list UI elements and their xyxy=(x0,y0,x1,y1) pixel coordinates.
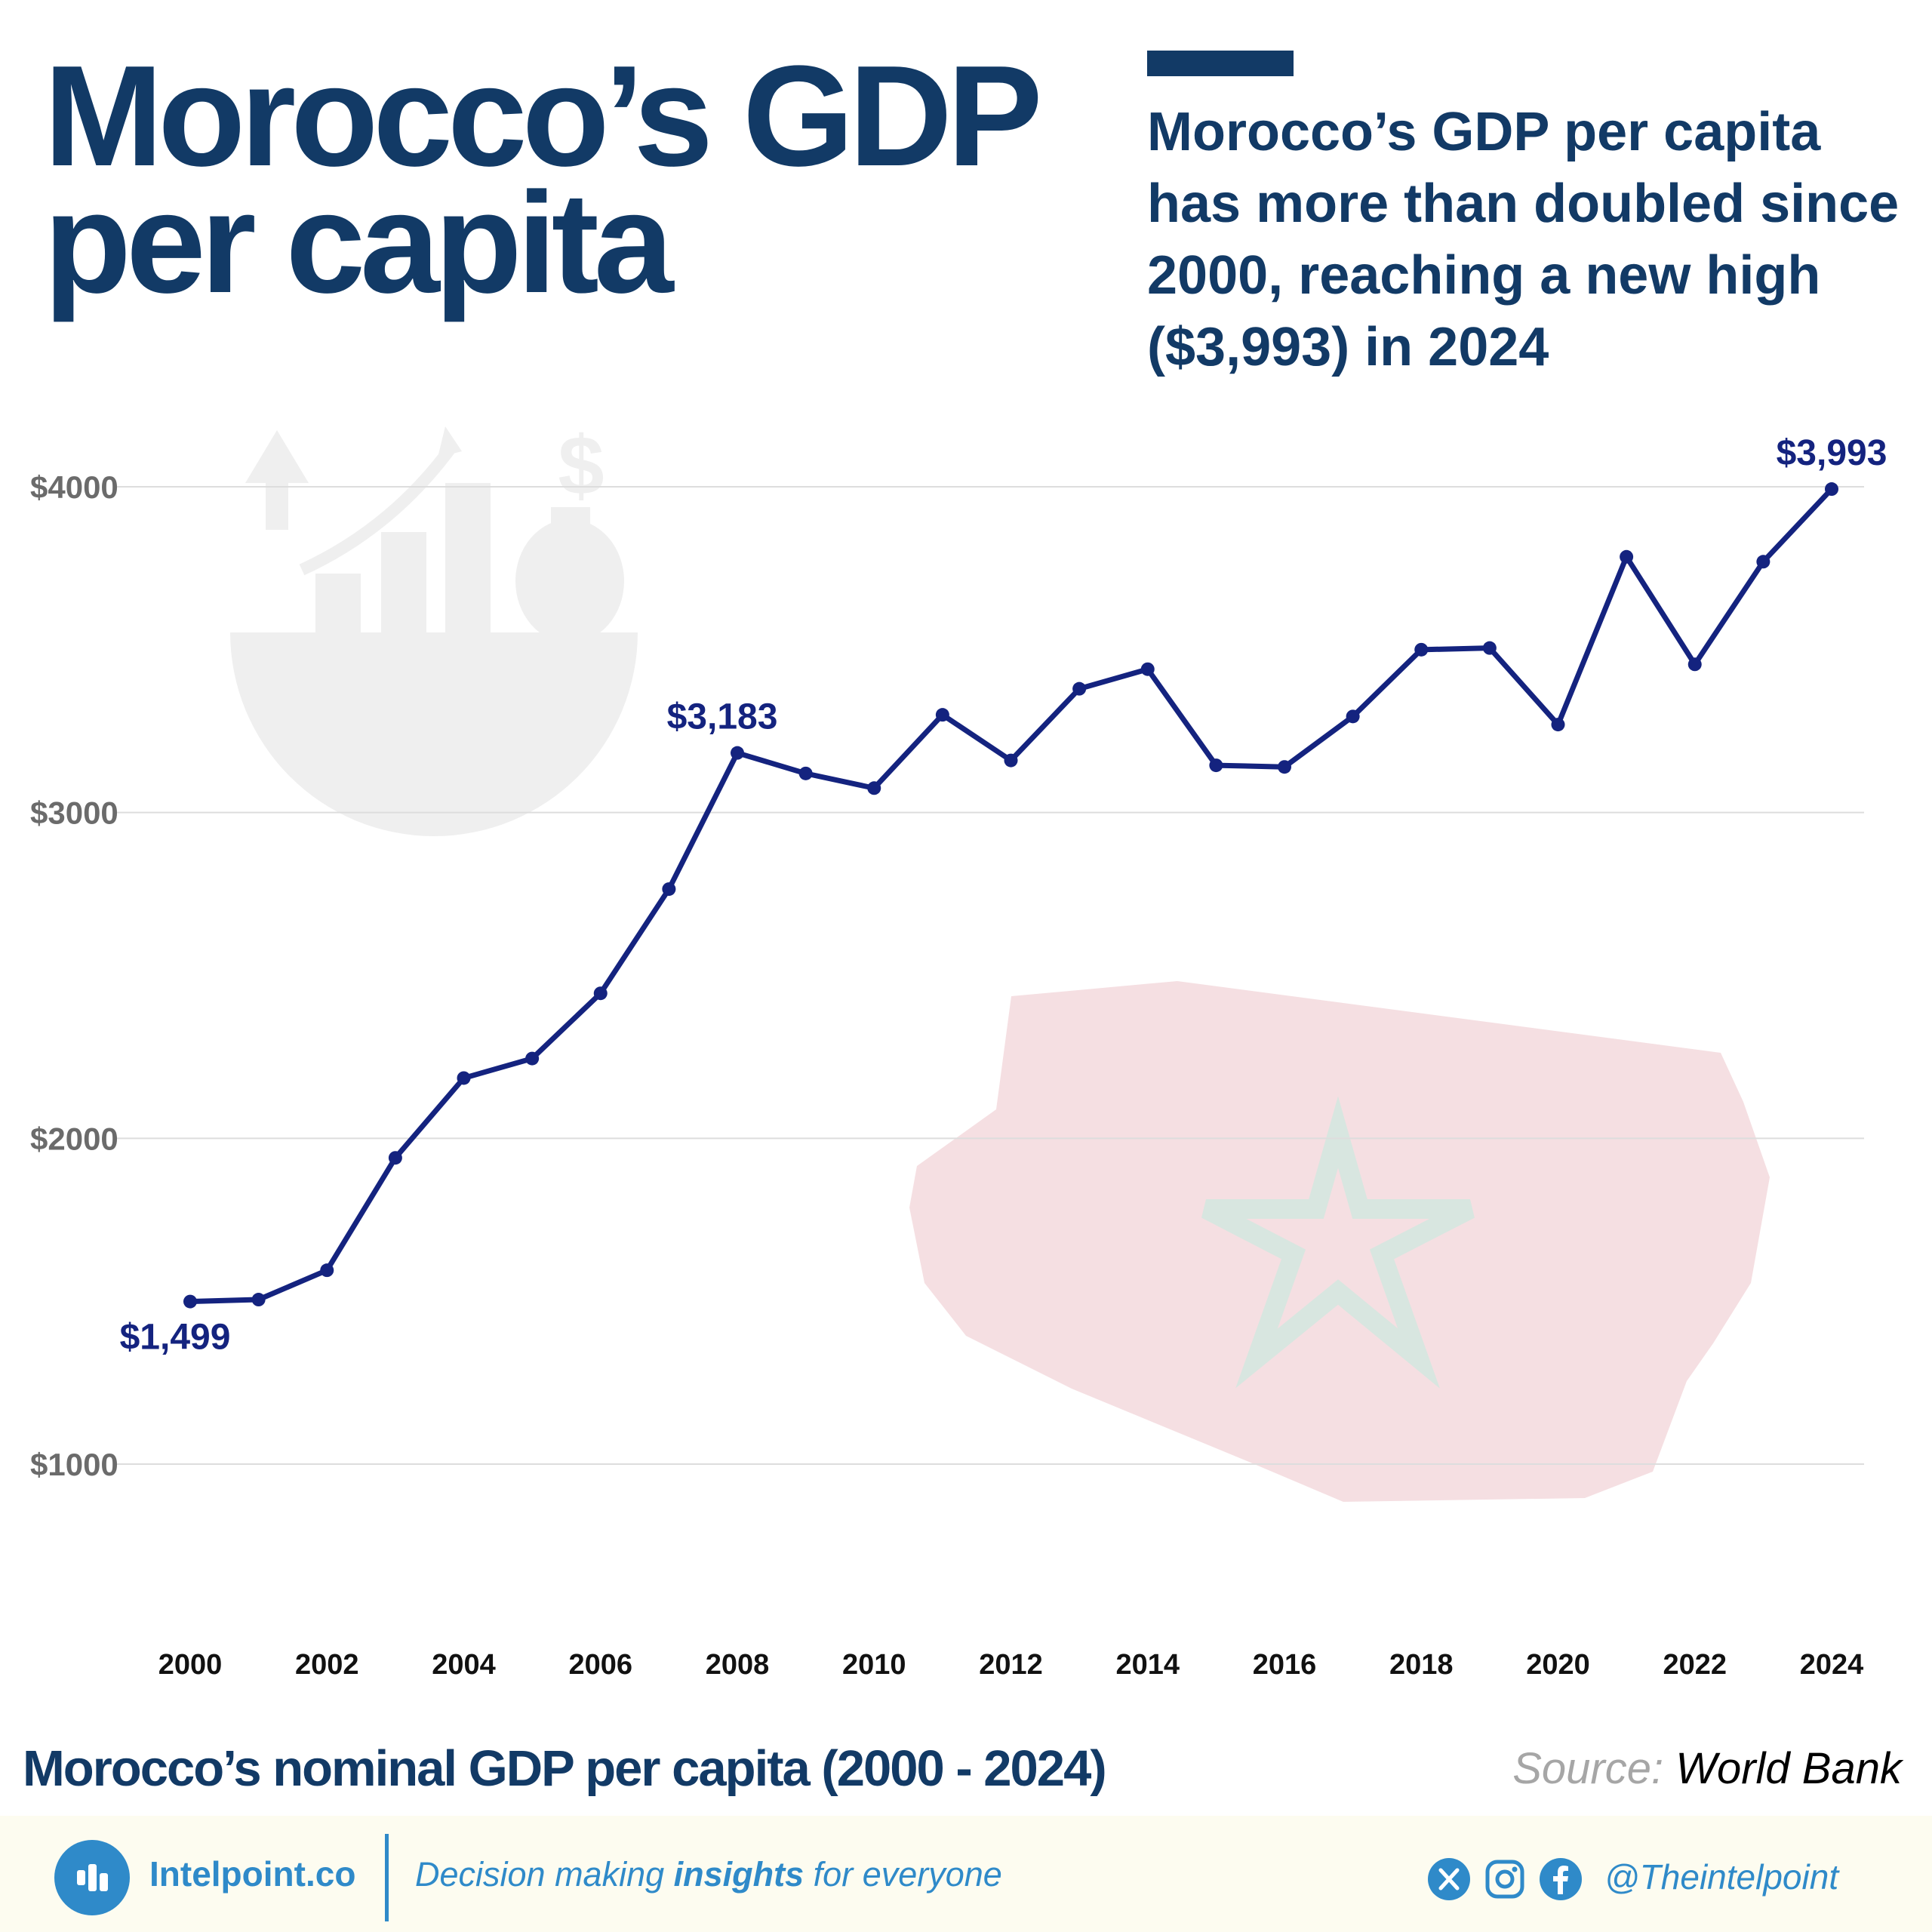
x-tick-label: 2016 xyxy=(1253,1649,1317,1681)
x-tick-label: 2014 xyxy=(1115,1649,1180,1681)
data-point xyxy=(1072,681,1087,696)
y-tick-label: $1000 xyxy=(30,1447,118,1482)
data-point xyxy=(1756,555,1770,569)
economy-globe-watermark-icon: $ xyxy=(230,420,638,836)
x-tick-label: 2012 xyxy=(979,1649,1043,1681)
y-tick-label: $3000 xyxy=(30,795,118,831)
footer: Intelpoint.co Decision making insights f… xyxy=(0,1816,1932,1932)
flag-red-brushstroke xyxy=(909,981,1770,1502)
data-point xyxy=(935,708,949,722)
data-point xyxy=(798,766,813,780)
data-point xyxy=(1140,662,1155,676)
tagline-before: Decision making xyxy=(415,1855,674,1894)
source-note: Source: World Bank xyxy=(1512,1743,1902,1794)
data-point xyxy=(251,1293,266,1307)
facebook-icon[interactable] xyxy=(1540,1858,1582,1900)
subtitle: Morocco’s GDP per capita has more than d… xyxy=(1147,102,1900,377)
svg-text:$: $ xyxy=(558,420,604,512)
morocco-flag-watermark xyxy=(909,981,1770,1502)
intelpoint-logo-icon[interactable] xyxy=(54,1840,130,1915)
x-tick-label: 2000 xyxy=(158,1649,223,1681)
instagram-icon[interactable] xyxy=(1484,1858,1526,1900)
y-tick-label: $2000 xyxy=(30,1121,118,1156)
data-point xyxy=(593,986,608,1001)
data-point xyxy=(1620,549,1634,564)
data-point xyxy=(1209,758,1223,773)
data-point xyxy=(457,1071,471,1085)
gdp-line-chart: $ $1000 $2000 $3000 $4000 2000 2002 2004 2006 2… xyxy=(30,420,1887,1681)
x-tick-label: 2022 xyxy=(1663,1649,1727,1681)
source-value: World Bank xyxy=(1675,1744,1902,1793)
data-point xyxy=(183,1294,197,1309)
data-point xyxy=(1004,753,1018,768)
x-tick-label: 2004 xyxy=(432,1649,496,1681)
data-point xyxy=(1346,709,1360,724)
data-point xyxy=(1414,642,1429,657)
x-tick-label: 2008 xyxy=(706,1649,770,1681)
y-tick-label: $4000 xyxy=(30,469,118,505)
data-label: $3,183 xyxy=(667,697,778,737)
x-tick-label: 2010 xyxy=(842,1649,906,1681)
data-point xyxy=(320,1263,334,1278)
title-line-1: Morocco’s GDP xyxy=(44,36,1043,196)
accent-bar xyxy=(1147,51,1294,76)
chart-caption: Morocco’s nominal GDP per capita (2000 -… xyxy=(23,1740,1107,1797)
data-point xyxy=(662,882,676,897)
main-title: Morocco’s GDP per capita xyxy=(44,36,1043,323)
x-tick-label: 2020 xyxy=(1526,1649,1590,1681)
data-point xyxy=(867,781,881,795)
data-point xyxy=(1551,718,1565,732)
x-tick-label: 2018 xyxy=(1389,1649,1454,1681)
source-label: Source: xyxy=(1512,1744,1664,1793)
tagline-bold: insights xyxy=(673,1855,804,1894)
social-handle[interactable]: @Theintelpoint xyxy=(1604,1857,1839,1897)
data-label: $1,499 xyxy=(120,1318,231,1358)
data-label: $3,993 xyxy=(1777,433,1887,473)
brand-link[interactable]: Intelpoint.co xyxy=(149,1854,356,1894)
data-point xyxy=(1278,760,1291,774)
data-point xyxy=(1687,657,1702,672)
data-point xyxy=(1825,482,1838,497)
tagline: Decision making insights for everyone xyxy=(415,1855,1002,1894)
data-point xyxy=(388,1151,402,1165)
title-line-2: per capita xyxy=(44,163,674,323)
tagline-after: for everyone xyxy=(804,1855,1002,1894)
data-point xyxy=(525,1051,540,1066)
footer-divider xyxy=(385,1834,389,1921)
data-point xyxy=(1482,641,1497,655)
x-tick-label: 2024 xyxy=(1800,1649,1864,1681)
x-tick-label: 2006 xyxy=(568,1649,632,1681)
x-tick-label: 2002 xyxy=(295,1649,359,1681)
x-icon[interactable] xyxy=(1428,1858,1470,1900)
data-point xyxy=(731,746,744,760)
flag-green-star-icon xyxy=(1201,1096,1475,1389)
